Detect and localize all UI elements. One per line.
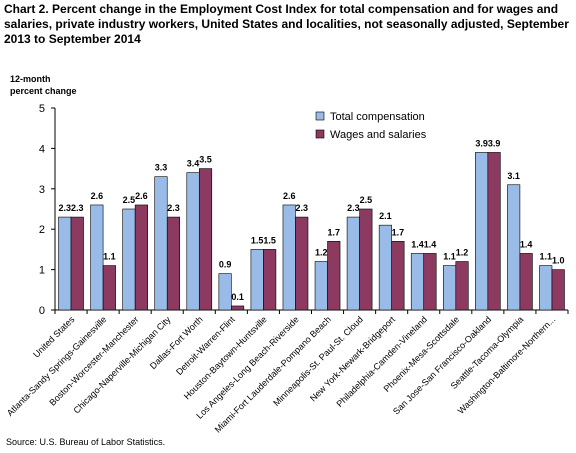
bar-total-compensation bbox=[378, 224, 392, 311]
bar-total-compensation bbox=[410, 253, 425, 311]
chart-legend: Total compensation Wages and salaries bbox=[315, 111, 427, 141]
y-tick-label: 2 bbox=[39, 224, 45, 236]
data-label-total-compensation: 1.5 bbox=[251, 235, 264, 245]
data-label-wages-and-salaries: 1.4 bbox=[424, 239, 437, 249]
bar-wages-and-salaries bbox=[102, 265, 116, 311]
chart-title: Chart 2. Percent change in the Employmen… bbox=[4, 2, 569, 46]
legend-label-total-compensation: Total compensation bbox=[330, 111, 425, 123]
data-label-total-compensation: 2.3 bbox=[59, 203, 72, 213]
bar-wages-and-salaries bbox=[231, 305, 245, 311]
data-label-wages-and-salaries: 2.3 bbox=[71, 203, 84, 213]
data-label-total-compensation: 3.9 bbox=[475, 138, 488, 148]
chart-bars bbox=[58, 152, 565, 311]
y-axis-label-line1: 12-month bbox=[10, 74, 51, 84]
data-label-total-compensation: 2.6 bbox=[91, 191, 104, 201]
data-label-total-compensation: 2.1 bbox=[379, 211, 392, 221]
bar-wages-and-salaries bbox=[455, 261, 469, 311]
data-label-wages-and-salaries: 1.7 bbox=[328, 227, 341, 237]
data-label-total-compensation: 1.1 bbox=[443, 252, 456, 262]
bar-total-compensation bbox=[314, 261, 328, 311]
chart-data-labels: 2.3 2.32.61.12.5 2.63.32.33.4 3.50.90.11.5 1… bbox=[59, 138, 565, 302]
bar-total-compensation bbox=[58, 216, 72, 311]
data-label-total-compensation: 1.4 bbox=[411, 239, 424, 249]
bar-total-compensation bbox=[507, 184, 521, 311]
y-axis-label-line2: percent change bbox=[10, 86, 77, 96]
bar-wages-and-salaries bbox=[263, 249, 277, 311]
bar-total-compensation bbox=[154, 176, 168, 311]
bar-total-compensation bbox=[539, 265, 553, 311]
data-label-total-compensation: 2.5 bbox=[123, 195, 136, 205]
data-label-total-compensation: 1.2 bbox=[315, 248, 328, 258]
data-label-wages-and-salaries: 2.6 bbox=[135, 191, 148, 201]
bar-wages-and-salaries bbox=[134, 204, 148, 311]
data-label-total-compensation: 3.3 bbox=[155, 163, 168, 173]
legend-swatch-total-compensation bbox=[315, 111, 325, 121]
data-label-total-compensation: 3.4 bbox=[187, 159, 200, 169]
data-label-total-compensation: 0.9 bbox=[219, 260, 232, 270]
bar-wages-and-salaries bbox=[70, 216, 84, 311]
y-tick-label: 4 bbox=[39, 143, 45, 155]
data-label-wages-and-salaries: 1.0 bbox=[552, 256, 565, 266]
bar-wages-and-salaries bbox=[198, 168, 213, 311]
bar-wages-and-salaries bbox=[551, 269, 565, 311]
data-label-wages-and-salaries: 1.1 bbox=[103, 252, 116, 262]
data-label-total-compensation: 1.1 bbox=[539, 252, 552, 262]
bar-total-compensation bbox=[250, 249, 264, 311]
y-tick-label: 5 bbox=[39, 103, 45, 115]
data-label-wages-and-salaries: 1.4 bbox=[520, 239, 533, 249]
data-label-total-compensation: 2.6 bbox=[283, 191, 296, 201]
bar-total-compensation bbox=[346, 216, 360, 311]
data-label-wages-and-salaries: 2.5 bbox=[360, 195, 373, 205]
bar-wages-and-salaries bbox=[359, 208, 373, 311]
bar-total-compensation bbox=[186, 172, 200, 311]
y-tick-label: 3 bbox=[39, 184, 45, 196]
data-label-wages-and-salaries: 1.7 bbox=[392, 227, 405, 237]
bar-total-compensation bbox=[122, 208, 136, 311]
data-label-wages-and-salaries: 1.5 bbox=[263, 235, 276, 245]
legend-swatch-wages-and-salaries bbox=[315, 129, 325, 139]
bar-total-compensation bbox=[218, 273, 232, 311]
bar-wages-and-salaries bbox=[327, 241, 341, 311]
data-label-wages-and-salaries: 0.1 bbox=[231, 292, 244, 302]
bar-total-compensation bbox=[282, 204, 296, 311]
x-tick-label: Detroit-Warren-Flint bbox=[174, 314, 237, 377]
y-tick-label: 1 bbox=[39, 265, 45, 277]
bar-wages-and-salaries bbox=[519, 253, 533, 311]
data-label-total-compensation: 2.3 bbox=[347, 203, 360, 213]
bar-wages-and-salaries bbox=[423, 253, 437, 311]
legend-label-wages-and-salaries: Wages and salaries bbox=[330, 129, 427, 141]
data-label-wages-and-salaries: 2.3 bbox=[167, 203, 180, 213]
source-note: Source: U.S. Bureau of Labor Statistics. bbox=[6, 437, 166, 447]
data-label-wages-and-salaries: 3.9 bbox=[488, 138, 501, 148]
bar-wages-and-salaries bbox=[295, 216, 309, 311]
data-label-wages-and-salaries: 1.2 bbox=[456, 248, 469, 258]
bar-wages-and-salaries bbox=[166, 216, 181, 311]
bar-total-compensation bbox=[442, 265, 457, 311]
data-label-wages-and-salaries: 2.3 bbox=[295, 203, 308, 213]
y-tick-label: 0 bbox=[39, 305, 45, 317]
bar-total-compensation bbox=[475, 152, 489, 311]
y-axis-label: 12-month percent change bbox=[10, 73, 77, 97]
bar-total-compensation bbox=[90, 204, 104, 311]
x-tick-label: Miami-Fort Lauderdale-Pompano Beach bbox=[213, 314, 333, 434]
data-label-total-compensation: 3.1 bbox=[507, 171, 520, 181]
data-label-wages-and-salaries: 3.5 bbox=[199, 155, 212, 165]
bar-wages-and-salaries bbox=[487, 152, 501, 311]
bar-wages-and-salaries bbox=[391, 241, 405, 311]
